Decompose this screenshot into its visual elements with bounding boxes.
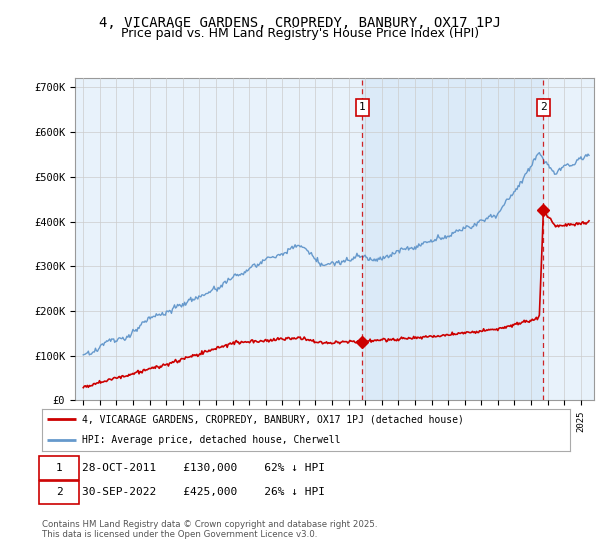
Text: Price paid vs. HM Land Registry's House Price Index (HPI): Price paid vs. HM Land Registry's House …	[121, 27, 479, 40]
Text: HPI: Average price, detached house, Cherwell: HPI: Average price, detached house, Cher…	[82, 435, 340, 445]
Text: 4, VICARAGE GARDENS, CROPREDY, BANBURY, OX17 1PJ: 4, VICARAGE GARDENS, CROPREDY, BANBURY, …	[99, 16, 501, 30]
FancyBboxPatch shape	[40, 480, 79, 504]
Text: 4, VICARAGE GARDENS, CROPREDY, BANBURY, OX17 1PJ (detached house): 4, VICARAGE GARDENS, CROPREDY, BANBURY, …	[82, 414, 463, 424]
Text: 1: 1	[359, 102, 366, 113]
Text: 30-SEP-2022    £425,000    26% ↓ HPI: 30-SEP-2022 £425,000 26% ↓ HPI	[82, 487, 325, 497]
FancyBboxPatch shape	[40, 456, 79, 480]
Text: 28-OCT-2011    £130,000    62% ↓ HPI: 28-OCT-2011 £130,000 62% ↓ HPI	[82, 464, 325, 474]
Bar	[362, 78, 544, 400]
Text: 2: 2	[540, 102, 547, 113]
Text: 1: 1	[56, 463, 62, 473]
Text: Contains HM Land Registry data © Crown copyright and database right 2025.
This d: Contains HM Land Registry data © Crown c…	[42, 520, 377, 539]
Text: 2: 2	[56, 487, 62, 497]
